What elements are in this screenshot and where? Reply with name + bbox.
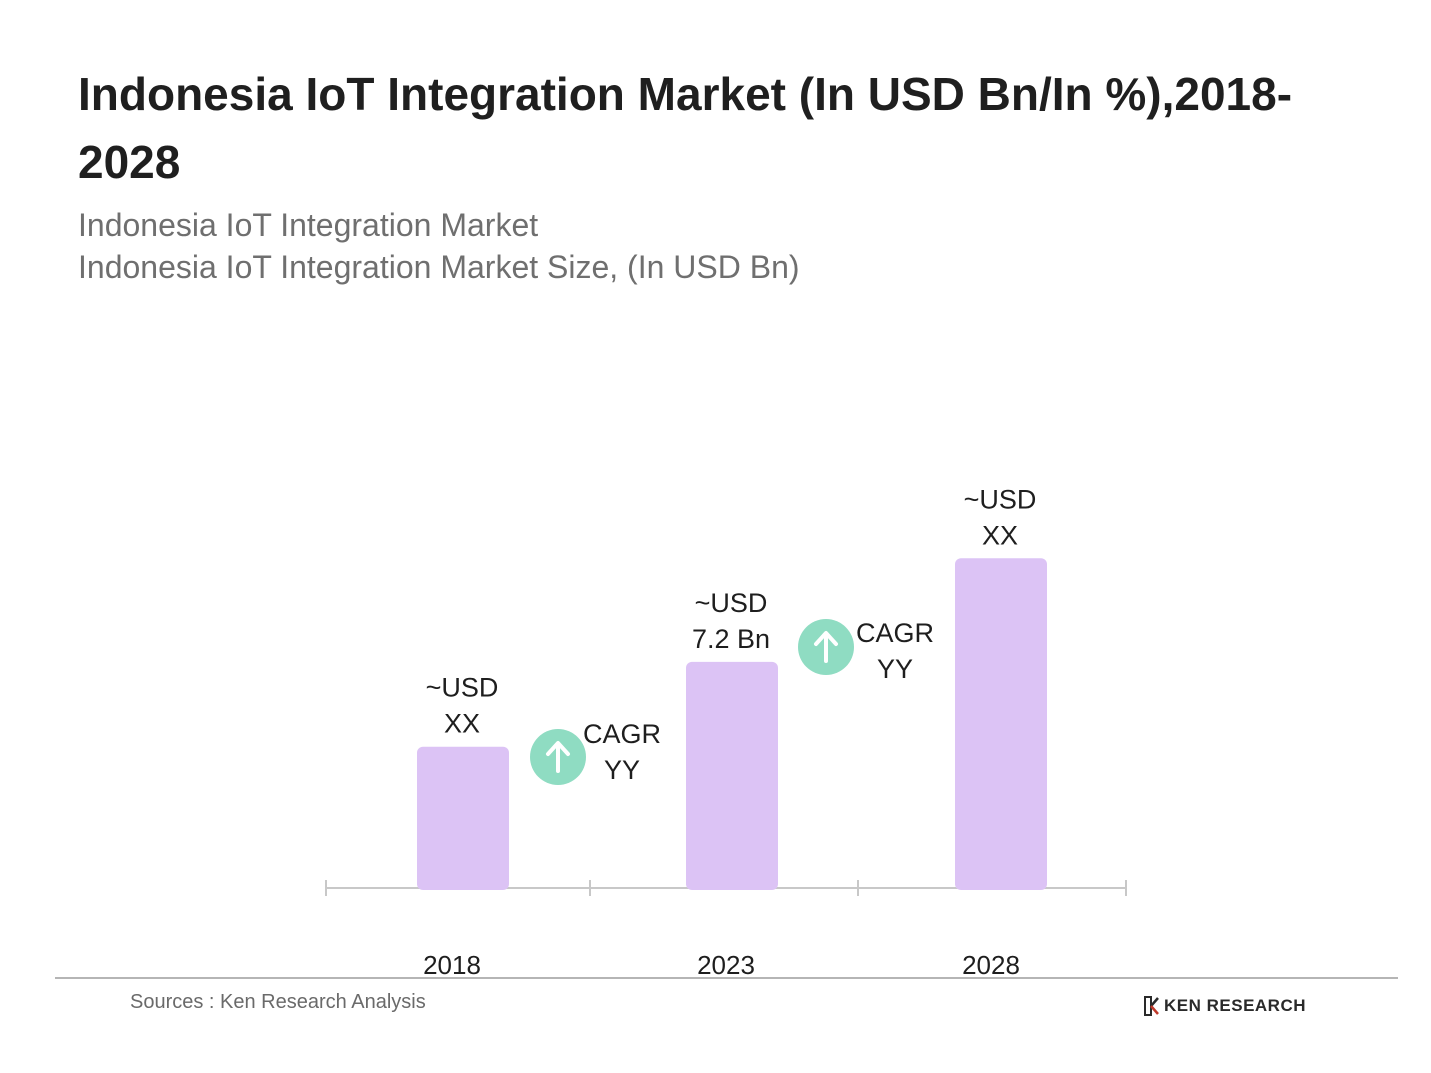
data-label: ~USD	[964, 484, 1037, 514]
source-note: Sources : Ken Research Analysis	[130, 991, 426, 1013]
data-label: ~USD	[426, 673, 499, 703]
x-tick-label: 2023	[697, 950, 755, 980]
cagr-label: YY	[604, 755, 640, 785]
footer-divider	[55, 977, 1398, 979]
x-tick-label: 2018	[423, 950, 481, 980]
cagr-label: CAGR	[583, 719, 661, 749]
data-label: XX	[444, 709, 480, 739]
arrow-up-icon-head	[814, 631, 838, 646]
cagr-label: CAGR	[856, 618, 934, 648]
chart-title: Indonesia IoT Integration Market (In USD…	[78, 68, 1293, 188]
data-label: XX	[982, 520, 1018, 550]
cagr-label: YY	[877, 654, 913, 684]
bar-2018	[417, 746, 509, 890]
data-label: ~USD	[695, 588, 768, 618]
data-label: 7.2 Bn	[692, 624, 770, 654]
brand-logo: KEN RESEARCH	[1144, 994, 1306, 1018]
x-tick-label: 2028	[962, 950, 1020, 980]
bar-2028	[955, 558, 1047, 890]
brand-name: KEN RESEARCH	[1164, 996, 1307, 1015]
ken-research-logo-icon	[1144, 996, 1159, 1016]
arrow-up-icon-head	[546, 741, 570, 756]
chart-subtitle: Indonesia IoT Integration Market	[78, 207, 539, 243]
bar-chart: ~USD XX 2018 ~USD 7.2 Bn 2023 ~USD XX 2028 CAGR YY…	[325, 484, 1127, 980]
chart-subtitle-size: Indonesia IoT Integration Market Size, (…	[78, 249, 800, 285]
bar-2023	[686, 661, 778, 890]
